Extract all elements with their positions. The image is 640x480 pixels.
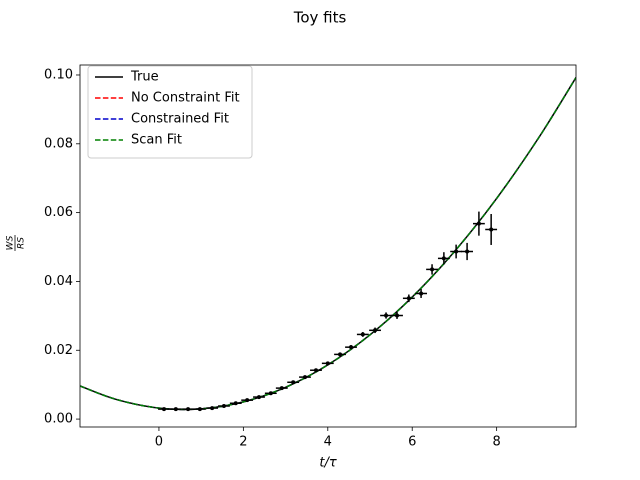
chart-title: Toy fits	[293, 9, 347, 27]
legend-box	[87, 65, 253, 159]
data-point	[325, 361, 330, 366]
data-point	[349, 345, 354, 350]
data-point	[245, 398, 250, 403]
data-point	[173, 407, 178, 412]
data-point	[406, 296, 411, 301]
data-point	[279, 386, 284, 391]
data-point	[233, 401, 238, 406]
data-point	[291, 380, 296, 385]
x-tick-label: 0	[155, 435, 163, 450]
data-point	[373, 328, 378, 333]
data-point	[313, 368, 318, 373]
data-point	[465, 249, 470, 254]
data-point	[476, 221, 481, 226]
y-tick-label: 0.08	[44, 136, 73, 151]
y-tick-label: 0.02	[44, 343, 73, 358]
data-point	[441, 256, 446, 261]
x-tick-label: 8	[492, 435, 500, 450]
legend-label: Constrained Fit	[131, 112, 229, 127]
y-axis-label: WS RS	[6, 235, 27, 251]
legend-label: True	[130, 70, 159, 85]
data-point	[210, 406, 215, 411]
y-label-denominator: RS	[17, 237, 27, 249]
data-point	[384, 313, 389, 318]
legend-label: Scan Fit	[131, 133, 182, 148]
data-point	[338, 352, 343, 357]
data-point	[186, 407, 191, 412]
data-point	[197, 407, 202, 412]
data-point	[360, 332, 365, 337]
y-label-numerator: WS	[6, 235, 16, 250]
data-point	[256, 395, 261, 400]
data-point	[419, 291, 424, 296]
x-axis-label: t/τ	[319, 456, 336, 471]
data-point	[162, 407, 167, 412]
data-point	[454, 249, 459, 254]
y-tick-label: 0.04	[44, 274, 73, 289]
data-point	[302, 375, 307, 380]
data-point	[395, 313, 400, 318]
legend-label: No Constraint Fit	[131, 91, 240, 106]
x-tick-label: 6	[408, 435, 416, 450]
plot-frame	[79, 64, 577, 428]
x-tick-label: 2	[239, 435, 247, 450]
y-tick-label: 0.00	[44, 412, 73, 427]
data-point	[268, 391, 273, 396]
data-point	[489, 227, 494, 232]
data-point	[430, 267, 435, 272]
y-tick-label: 0.10	[44, 67, 73, 82]
x-tick-label: 4	[324, 435, 332, 450]
y-tick-label: 0.06	[44, 205, 73, 220]
data-point	[221, 404, 226, 409]
